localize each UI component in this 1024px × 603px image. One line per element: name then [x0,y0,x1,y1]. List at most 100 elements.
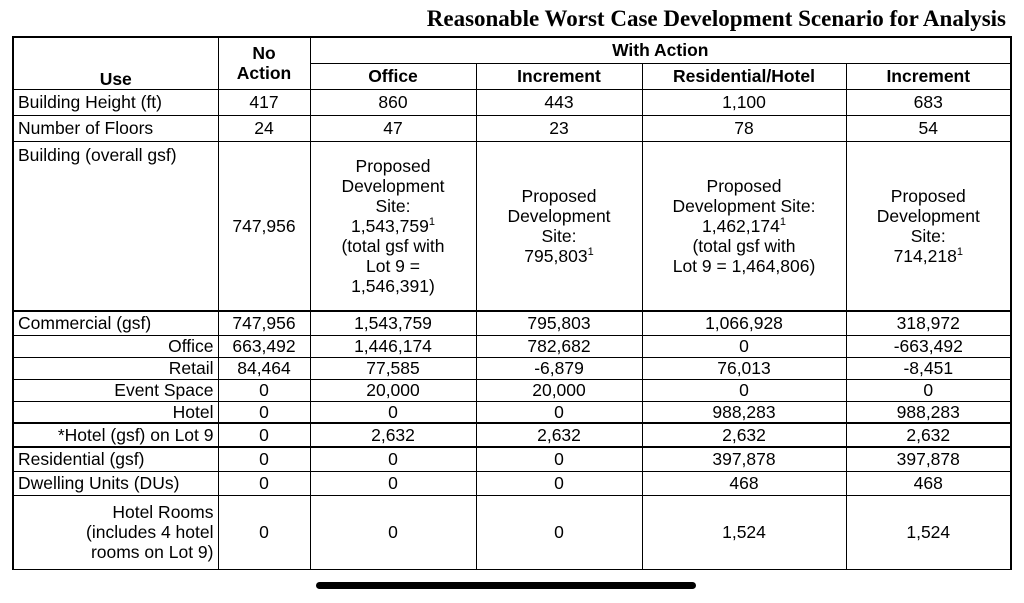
column-header-with-action: With Action [309,36,1013,64]
cell-residential-hotel: 397,878 [641,446,847,472]
cell-increment-1: 20,000 [475,378,643,402]
cell-increment-1: 782,682 [475,334,643,358]
cell-increment-2: 988,283 [845,400,1013,424]
inc2-line-2: Development [876,205,980,226]
cell-residential-hotel: 1,100 [641,88,847,116]
column-header-residential-hotel: Residential/Hotel [641,62,847,90]
office-line-6: Lot 9 = [365,255,420,276]
cell-office: 77,585 [309,356,477,380]
footnote-mark: 1 [956,245,963,258]
cell-residential-hotel: 2,632 [641,422,847,448]
cell-office: 47 [309,114,477,142]
cell-increment-2: 468 [845,470,1013,496]
cell-increment-1: 443 [475,88,643,116]
res-line-4: (total gsf with [692,235,796,256]
column-header-increment-2: Increment [845,62,1013,90]
cell-residential-hotel: 468 [641,470,847,496]
footnote-mark: 1 [587,245,594,258]
cell-residential-hotel: 988,283 [641,400,847,424]
office-line-3: Site: [375,195,411,216]
cell-office: 0 [309,400,477,424]
cell-office: 1,446,174 [309,334,477,358]
row-label: Building Height (ft) [12,88,219,116]
rooms-label-line-3: rooms on Lot 9) [90,542,214,562]
cell-increment-2: 54 [845,114,1013,142]
cell-office: 20,000 [309,378,477,402]
cell-increment-1: 0 [475,400,643,424]
inc1-line-4: 795,8031 [481,246,638,266]
cell-increment-1: 0 [475,470,643,496]
inc2-line-4: 714,2181 [851,246,1007,266]
cell-no-action: 0 [217,494,311,570]
rooms-label-line-1: Hotel Rooms [112,502,214,522]
table-row-retail: Retail 84,464 77,585 -6,879 76,013 -8,45… [12,356,1013,380]
inc1-line-1: Proposed [521,185,597,206]
cell-increment-2: 1,524 [845,494,1013,570]
row-label: Commercial (gsf) [12,310,219,336]
column-header-office: Office [309,62,477,90]
cell-residential-hotel: Proposed Development Site: 1,462,1741 (t… [641,140,847,312]
res-value: 1,462,174 [702,215,780,236]
cell-no-action: 747,956 [217,310,311,336]
table-row-residential: Residential (gsf) 0 0 0 397,878 397,878 [12,446,1013,472]
inc1-value: 795,803 [524,245,588,266]
cell-no-action: 0 [217,470,311,496]
redaction-bar [316,582,696,589]
no-action-line2: Action [236,63,292,84]
cell-increment-1: 795,803 [475,310,643,336]
table-row-hotel-rooms: Hotel Rooms (includes 4 hotel rooms on L… [12,494,1013,570]
cell-no-action: 0 [217,422,311,448]
row-label: Residential (gsf) [12,446,219,472]
cell-residential-hotel: 76,013 [641,356,847,380]
office-line-7: 1,546,391) [351,275,435,296]
cell-increment-2: 0 [845,378,1013,402]
cell-office: 0 [309,446,477,472]
page-title: Reasonable Worst Case Development Scenar… [426,6,1006,31]
res-line-1: Proposed [706,175,782,196]
office-value: 1,543,759 [351,215,429,236]
cell-increment-1: 0 [475,446,643,472]
cell-no-action: 663,492 [217,334,311,358]
row-label: Dwelling Units (DUs) [12,470,219,496]
inc2-line-3: Site: [910,225,946,246]
table-row-building-height: Building Height (ft) 417 860 443 1,100 6… [12,88,1013,116]
row-label: Hotel [12,400,219,424]
footnote-mark: 1 [428,215,435,228]
cell-increment-1: 0 [475,494,643,570]
table-row-commercial: Commercial (gsf) 747,956 1,543,759 795,8… [12,310,1013,336]
cell-office: 0 [309,494,477,570]
inc2-value: 714,218 [893,245,957,266]
cell-increment-2: 397,878 [845,446,1013,472]
rooms-label-line-2: (includes 4 hotel [86,522,214,542]
row-label: Building (overall gsf) [12,140,219,312]
cell-residential-hotel: 1,066,928 [641,310,847,336]
cell-office: 0 [309,470,477,496]
table-row-office: Office 663,492 1,446,174 782,682 0 -663,… [12,334,1013,358]
header-row-2: Office Increment Residential/Hotel Incre… [13,62,1013,90]
cell-increment-2: 683 [845,88,1013,116]
table-row-dwelling-units: Dwelling Units (DUs) 0 0 0 468 468 [12,470,1013,496]
cell-office: 860 [309,88,477,116]
cell-office: Proposed Development Site: 1,543,7591 (t… [309,140,477,312]
footnote-mark: 1 [779,215,786,228]
column-header-no-action: No Action [217,36,311,90]
cell-no-action: 417 [217,88,311,116]
cell-office: 2,632 [309,422,477,448]
office-line-1: Proposed [355,155,431,176]
column-header-use: Use [12,36,219,90]
cell-no-action: 0 [217,446,311,472]
cell-residential-hotel: 1,524 [641,494,847,570]
cell-no-action: 747,956 [217,140,311,312]
cell-increment-2: 318,972 [845,310,1013,336]
table-row-hotel: Hotel 0 0 0 988,283 988,283 [12,400,1013,424]
cell-no-action: 0 [217,400,311,424]
cell-office: 1,543,759 [309,310,477,336]
row-label: Hotel Rooms (includes 4 hotel rooms on L… [12,494,219,570]
table-row-hotel-lot-9: *Hotel (gsf) on Lot 9 0 2,632 2,632 2,63… [12,422,1013,448]
table-row-event-space: Event Space 0 20,000 20,000 0 0 [12,378,1013,402]
office-line-5: (total gsf with [341,235,445,256]
cell-residential-hotel: 0 [641,334,847,358]
row-label: Office [12,334,219,358]
table-row-building-overall-gsf: Building (overall gsf) 747,956 Proposed … [12,140,1013,312]
inc2-line-1: Proposed [890,185,966,206]
